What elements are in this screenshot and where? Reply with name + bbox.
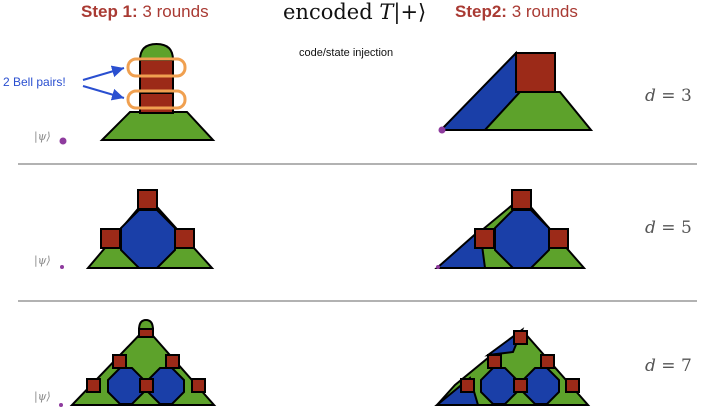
step2-rounds: 3 rounds (506, 2, 578, 21)
bell-arrow-bottom (82, 85, 125, 101)
input-qubit-dot-row3 (59, 403, 63, 407)
distance-label-row3: d = 7 (645, 356, 692, 376)
bell-pairs-annotation: 2 Bell pairs! (3, 75, 66, 89)
input-qubit-dot-row1 (59, 137, 67, 145)
distance-label-row2: d = 5 (645, 218, 692, 238)
step1-bold: Step 1: (81, 2, 138, 21)
step2-label: Step2: 3 rounds (455, 2, 578, 22)
bell-pair-highlight-top (126, 57, 187, 78)
title-t: T (379, 0, 394, 24)
step1-label: Step 1: 3 rounds (81, 2, 209, 22)
bell-pair-highlight-bottom (126, 89, 187, 110)
step2-bold: Step2: (455, 2, 507, 21)
output-qubit-dot-row2 (436, 265, 440, 269)
ket-psi-row1: |ψ⟩ (34, 130, 51, 143)
ket-psi-row3: |ψ⟩ (34, 390, 51, 403)
input-qubit-dot-row2 (60, 265, 64, 269)
bell-arrow-top (82, 65, 125, 81)
row1-step2-patch (438, 50, 594, 131)
output-qubit-dot-row1 (438, 126, 446, 134)
title-prefix: encoded (283, 0, 380, 24)
distance-label-row1: d = 3 (645, 86, 692, 106)
title-ket: |+⟩ (393, 0, 427, 24)
ket-psi-row2: |ψ⟩ (34, 254, 51, 267)
subtitle: code/state injection (299, 47, 394, 59)
step1-rounds: 3 rounds (137, 2, 209, 21)
row1-step1-patch (99, 42, 216, 141)
row3-step2-patch (434, 327, 591, 406)
row2-step2-patch (434, 189, 587, 269)
row3-step1-patch (69, 318, 217, 406)
row2-step1-patch (85, 189, 215, 269)
diagram-title: encoded T|+⟩ (283, 0, 426, 24)
